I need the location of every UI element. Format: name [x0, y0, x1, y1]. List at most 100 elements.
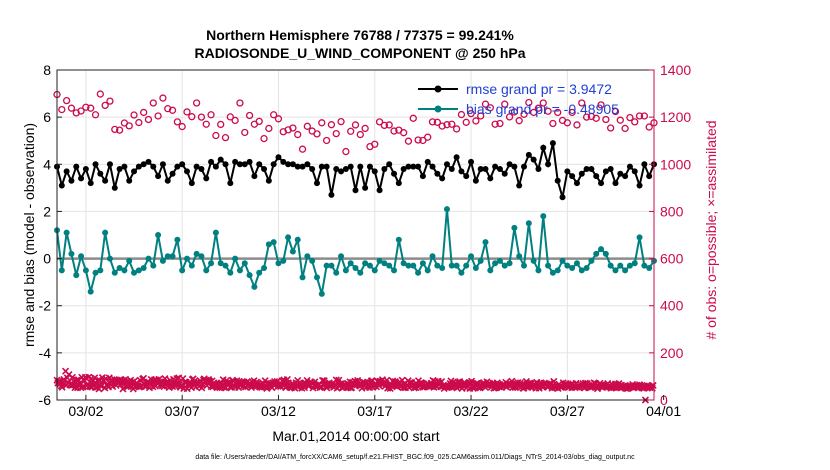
left-tick-label: -6: [39, 392, 52, 408]
obs-possible-point: [525, 98, 533, 107]
obs-possible-point: [645, 123, 653, 131]
bias-point: [323, 262, 330, 269]
obs-possible-point: [486, 104, 494, 112]
obs-assimilated-mark: [85, 373, 93, 381]
bias-point: [521, 262, 528, 269]
obs-possible-point: [241, 128, 249, 137]
rmse-point: [150, 163, 157, 170]
obs-possible-point: [621, 124, 629, 133]
bias-point: [439, 265, 446, 271]
obs-possible-point: [115, 126, 124, 134]
bias-point: [102, 229, 109, 236]
bias-point: [299, 274, 306, 281]
rmse-point: [598, 180, 605, 187]
left-tick-label: 0: [43, 251, 51, 267]
rmse-point: [106, 161, 113, 168]
rmse-point: [251, 173, 258, 180]
obs-possible-point: [125, 122, 133, 130]
right-tick-label: 400: [660, 298, 684, 314]
rmse-point: [87, 180, 94, 187]
obs-possible-point: [592, 114, 600, 122]
rmse-point: [549, 140, 556, 147]
obs-possible-point: [443, 121, 451, 129]
bias-point: [82, 267, 89, 274]
obs-possible-point: [332, 129, 340, 138]
rmse-point: [472, 177, 479, 184]
footnote: data file: /Users/raeder/DAI/ATM_forcXX/…: [195, 454, 635, 461]
rmse-point: [92, 161, 99, 168]
x-tick-label: 03/17: [357, 403, 392, 419]
rmse-point: [631, 168, 638, 175]
bias-point: [530, 257, 537, 264]
rmse-point: [626, 163, 633, 170]
bias-point: [222, 262, 229, 269]
bias-point: [593, 250, 600, 257]
obs-possible-point: [404, 137, 413, 145]
rmse-point: [155, 173, 162, 180]
bias-point: [126, 257, 133, 264]
rmse-point: [183, 168, 190, 175]
obs-possible-point: [91, 111, 100, 119]
rmse-point: [501, 170, 508, 177]
obs-possible-point: [409, 114, 417, 122]
rmse-point: [583, 166, 590, 172]
rmse-point: [646, 173, 653, 180]
obs-possible-series: [53, 90, 658, 156]
bias-point: [516, 253, 523, 260]
bias-point: [463, 262, 470, 269]
plot-area: [57, 70, 654, 400]
obs-assimilated-mark: [508, 377, 516, 385]
bias-point: [588, 257, 595, 264]
rmse-point: [545, 161, 552, 168]
rmse-point: [82, 166, 89, 172]
obs-assimilated-mark: [179, 374, 187, 383]
obs-possible-point: [563, 119, 571, 127]
rmse-point: [352, 187, 359, 194]
obs-assimilated-mark: [649, 381, 657, 389]
obs-possible-point: [337, 117, 345, 126]
rmse-point: [179, 161, 186, 168]
obs-possible-point: [616, 116, 624, 124]
obs-possible-point: [448, 120, 456, 128]
bias-point: [395, 236, 402, 243]
bias-point: [631, 260, 638, 267]
obs-possible-point: [462, 118, 470, 126]
obs-assimilated-mark: [335, 376, 343, 384]
bias-point: [309, 257, 316, 264]
obs-possible-point: [197, 113, 206, 121]
right-tick-label: 1200: [660, 109, 691, 125]
obs-possible-point: [144, 115, 153, 124]
legend-bias-marker: [434, 105, 442, 113]
rmse-point: [521, 163, 528, 170]
obs-possible-point: [298, 145, 307, 153]
bias-point: [58, 267, 65, 274]
rmse-point: [366, 163, 373, 170]
bias-point: [545, 262, 552, 269]
obs-possible-point: [390, 127, 398, 135]
bias-point: [289, 248, 296, 255]
rmse-point: [463, 173, 470, 180]
obs-assimilated-mark: [398, 376, 406, 384]
obs-possible-point: [472, 117, 480, 125]
rmse-point: [328, 191, 335, 198]
obs-possible-point: [424, 133, 432, 141]
rmse-point: [232, 158, 239, 165]
obs-assimilated-point: [550, 377, 558, 385]
rmse-point: [333, 166, 340, 172]
obs-possible-point: [534, 104, 543, 112]
rmse-point: [68, 177, 75, 184]
rmse-point: [525, 151, 532, 158]
rmse-point: [126, 177, 133, 184]
obs-possible-point: [438, 122, 446, 130]
obs-possible-point: [164, 105, 172, 113]
obs-assimilated-mark: [73, 376, 81, 384]
bias-point: [549, 269, 556, 276]
bias-point: [626, 262, 633, 269]
bias-point: [111, 269, 118, 276]
obs-possible-point: [149, 99, 157, 107]
bias-point: [386, 262, 393, 269]
rmse-point: [285, 161, 292, 168]
bias-point: [598, 246, 605, 253]
rmse-point: [131, 168, 138, 175]
obs-assimilated-mark: [155, 375, 163, 383]
